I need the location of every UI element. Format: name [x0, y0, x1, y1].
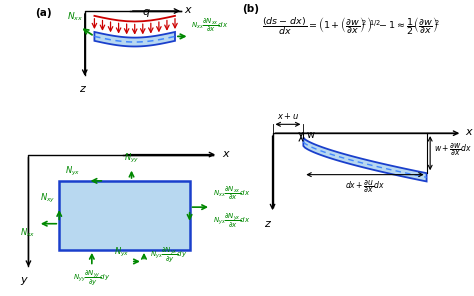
- Text: w: w: [306, 131, 314, 140]
- Text: (b): (b): [242, 4, 259, 15]
- Text: $N_{xy}$: $N_{xy}$: [40, 192, 56, 205]
- Polygon shape: [94, 32, 175, 46]
- Text: $N_{xx}$: $N_{xx}$: [67, 10, 83, 23]
- Text: y: y: [20, 275, 27, 285]
- Text: q: q: [143, 7, 150, 17]
- Text: (a): (a): [35, 8, 51, 18]
- Text: $w+\dfrac{\partial w}{\partial x}dx$: $w+\dfrac{\partial w}{\partial x}dx$: [434, 142, 472, 158]
- Text: $N_{yx}$: $N_{yx}$: [115, 246, 130, 259]
- Text: $dx+\dfrac{\partial u}{\partial x}dx$: $dx+\dfrac{\partial u}{\partial x}dx$: [345, 179, 385, 195]
- Text: $x+u$: $x+u$: [277, 111, 299, 121]
- Text: $N_{xx}\dfrac{\partial N_{xx}}{\partial x}dx$: $N_{xx}\dfrac{\partial N_{xx}}{\partial …: [213, 184, 251, 202]
- Text: x: x: [185, 5, 191, 15]
- Text: z: z: [79, 83, 84, 94]
- Text: z: z: [264, 219, 270, 229]
- Text: x: x: [465, 127, 472, 137]
- Polygon shape: [303, 138, 427, 181]
- Text: $N_{xx}$: $N_{xx}$: [20, 226, 36, 239]
- Text: $N_{yx}$: $N_{yx}$: [65, 165, 81, 178]
- Text: $N_{yy}$: $N_{yy}$: [124, 152, 139, 165]
- Text: $N_{yx}\dfrac{\partial N_{yx}}{\partial y}dy$: $N_{yx}\dfrac{\partial N_{yx}}{\partial …: [151, 246, 188, 265]
- Text: $N_{xx}\dfrac{\partial N_{xx}}{\partial x}dx$: $N_{xx}\dfrac{\partial N_{xx}}{\partial …: [191, 17, 229, 34]
- Text: $\dfrac{(ds-\,dx)}{dx}=\left(1+\left(\dfrac{\partial w}{\partial x}\right)^{\!\!: $\dfrac{(ds-\,dx)}{dx}=\left(1+\left(\df…: [262, 15, 440, 37]
- Text: $N_{yx}\dfrac{\partial N_{yx}}{\partial x}dx$: $N_{yx}\dfrac{\partial N_{yx}}{\partial …: [213, 212, 251, 230]
- Text: $N_{yy}\dfrac{\partial N_{yy}}{\partial y}dy$: $N_{yy}\dfrac{\partial N_{yy}}{\partial …: [73, 269, 110, 288]
- Text: x: x: [223, 149, 229, 159]
- Bar: [59, 181, 190, 250]
